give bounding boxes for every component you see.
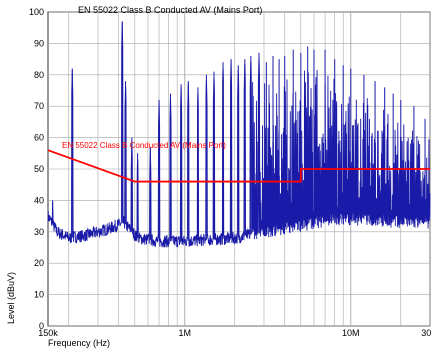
y-tick-label: 50 — [34, 164, 44, 174]
x-tick-label: 30M — [421, 328, 432, 338]
measurement-trace — [47, 21, 431, 248]
x-tick-labels: 150k 1M 10M 30M — [38, 328, 432, 338]
chart-title: EN 55022 Class B Conducted AV (Mains Por… — [78, 5, 262, 15]
x-axis-label: Frequency (Hz) — [48, 338, 110, 348]
y-tick-label: 20 — [34, 258, 44, 268]
y-tick-labels: 0 10 20 30 40 50 60 70 80 90 100 — [29, 7, 44, 331]
x-tick-label: 150k — [38, 328, 58, 338]
y-tick-label: 30 — [34, 227, 44, 237]
y-tick-label: 0 — [39, 321, 44, 331]
measurement-trace-line — [47, 22, 431, 248]
y-tick-label: 10 — [34, 290, 44, 300]
y-tick-label: 100 — [29, 7, 44, 17]
y-tick-label: 80 — [34, 70, 44, 80]
x-tick-label: 10M — [342, 328, 360, 338]
y-axis-label: Level (dBuV) — [6, 272, 16, 324]
limit-line — [47, 149, 430, 183]
y-tick-label: 40 — [34, 195, 44, 205]
y-tick-label: 70 — [34, 101, 44, 111]
limit-series-line — [47, 149, 430, 183]
y-tick-label: 60 — [34, 133, 44, 143]
limit-line-label: EN 55022 Class B Conducted AV (Mains Por… — [62, 141, 226, 150]
y-tick-label: 90 — [34, 38, 44, 48]
x-tick-label: 1M — [179, 328, 192, 338]
